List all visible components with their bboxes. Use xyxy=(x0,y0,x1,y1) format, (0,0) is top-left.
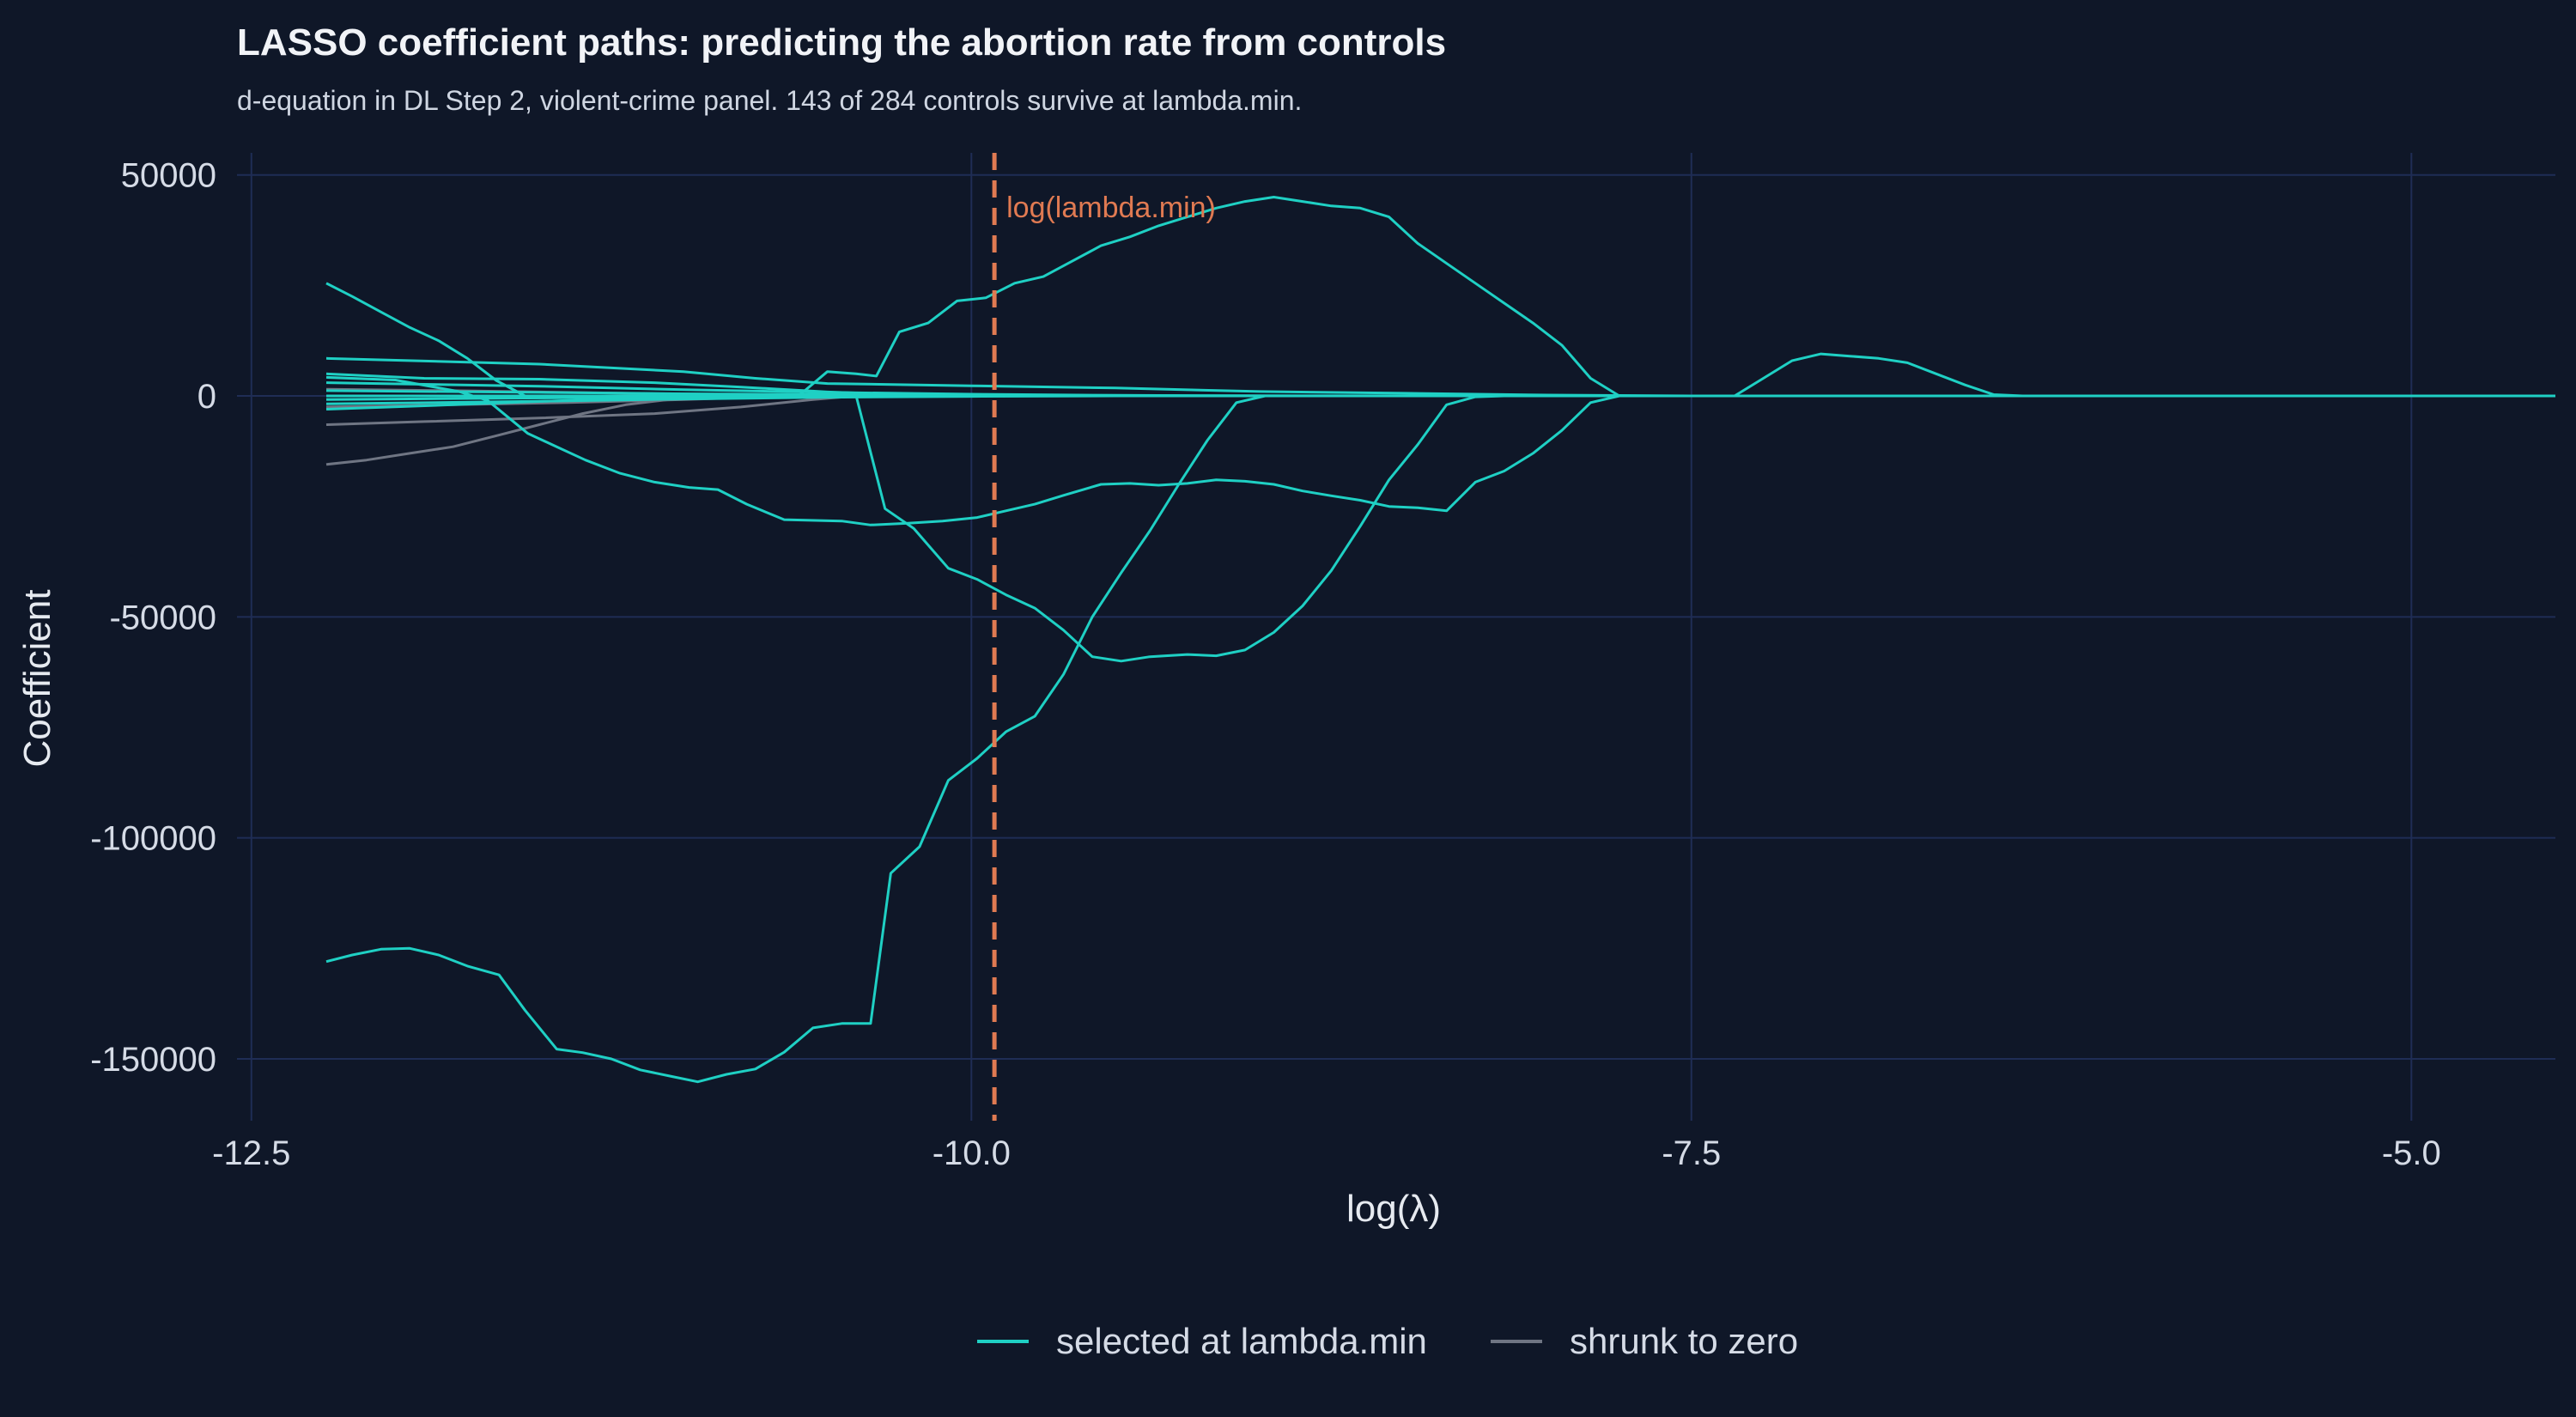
chart-title: LASSO coefficient paths: predicting the … xyxy=(237,21,1446,64)
selected-coefficient-path xyxy=(326,196,2555,398)
x-axis-title: log(λ) xyxy=(1346,1188,1441,1230)
x-tick-label: -5.0 xyxy=(2382,1134,2441,1172)
y-tick-label: 50000 xyxy=(121,157,216,195)
y-tick-label: -100000 xyxy=(90,820,216,858)
y-axis-ticks: 50000 0 -50000 -100000 -150000 xyxy=(90,157,216,1079)
x-tick-label: -7.5 xyxy=(1662,1134,1721,1172)
selected-series-lines xyxy=(325,196,2555,1084)
y-tick-label: -150000 xyxy=(90,1041,216,1079)
y-tick-label: 0 xyxy=(197,378,216,416)
lambda-min-annotation: log(lambda.min) xyxy=(1006,192,1216,224)
legend-label-selected: selected at lambda.min xyxy=(1056,1321,1427,1361)
x-tick-label: -12.5 xyxy=(212,1134,290,1172)
selected-coefficient-path xyxy=(325,394,2555,1084)
selected-coefficient-path xyxy=(325,372,2555,398)
chart-subtitle: d-equation in DL Step 2, violent-crime p… xyxy=(237,85,1302,116)
y-axis-title: Coefficient xyxy=(16,589,58,767)
legend-label-shrunk: shrunk to zero xyxy=(1570,1321,1798,1361)
x-tick-label: -10.0 xyxy=(933,1134,1011,1172)
y-tick-label: -50000 xyxy=(109,599,216,636)
x-axis-ticks: -12.5 -10.0 -7.5 -5.0 xyxy=(212,1134,2441,1172)
legend: selected at lambda.min shrunk to zero xyxy=(977,1321,1798,1361)
selected-coefficient-path xyxy=(325,375,2555,526)
